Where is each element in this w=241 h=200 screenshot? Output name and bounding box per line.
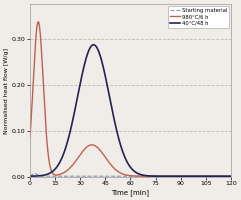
Starting material [224,175,227,177]
40°C/48 h [224,175,227,177]
980°C/6 h [224,175,227,177]
Line: 40°C/48 h: 40°C/48 h [30,45,231,176]
40°C/48 h [229,175,232,177]
980°C/6 h [211,175,214,177]
Legend: Starting material, 980°C/6 h, 40°C/48 h: Starting material, 980°C/6 h, 40°C/48 h [168,6,229,28]
Line: 980°C/6 h: 980°C/6 h [30,22,231,176]
40°C/48 h [121,150,124,152]
Starting material [229,175,232,177]
Starting material [126,175,129,177]
980°C/6 h [39,32,42,34]
40°C/48 h [126,162,129,164]
Starting material [121,175,124,177]
Starting material [28,175,31,177]
Starting material [187,175,190,177]
X-axis label: Time [min]: Time [min] [111,189,149,196]
980°C/6 h [224,175,227,177]
980°C/6 h [37,20,40,23]
Y-axis label: Normalised heat flow [W/g]: Normalised heat flow [W/g] [4,48,9,134]
40°C/48 h [187,175,190,177]
980°C/6 h [187,175,190,177]
980°C/6 h [229,175,232,177]
980°C/6 h [126,174,129,177]
980°C/6 h [121,173,124,175]
40°C/48 h [224,175,227,177]
40°C/48 h [28,175,31,177]
40°C/48 h [92,44,95,46]
Starting material [33,172,36,175]
40°C/48 h [39,175,41,177]
Starting material [39,175,42,177]
Line: Starting material: Starting material [30,173,231,176]
Starting material [55,175,58,177]
980°C/6 h [28,136,31,139]
Starting material [224,175,227,177]
